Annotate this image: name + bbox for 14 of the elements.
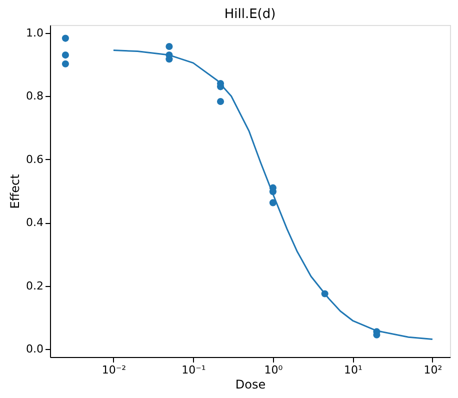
x-tick-label: 10⁻¹ xyxy=(182,364,206,376)
x-tick-label: 10⁰ xyxy=(264,364,284,376)
y-tick-label: 0.6 xyxy=(26,152,44,166)
x-tick-label: 10¹ xyxy=(344,364,362,376)
y-axis-title: Effect xyxy=(8,174,22,209)
y-tick-label: 0.2 xyxy=(26,279,44,292)
y-tick-label: 0.0 xyxy=(26,342,44,356)
y-tick-label: 0.4 xyxy=(26,216,44,230)
x-axis-title: Dose xyxy=(235,378,266,392)
x-tick-label: 10² xyxy=(424,364,442,376)
x-tick-label: 10⁻² xyxy=(102,364,126,376)
y-tick-label: 1.0 xyxy=(26,26,44,40)
y-tick-label: 0.8 xyxy=(26,90,44,103)
chart-title: Hill.E(d) xyxy=(224,7,276,22)
